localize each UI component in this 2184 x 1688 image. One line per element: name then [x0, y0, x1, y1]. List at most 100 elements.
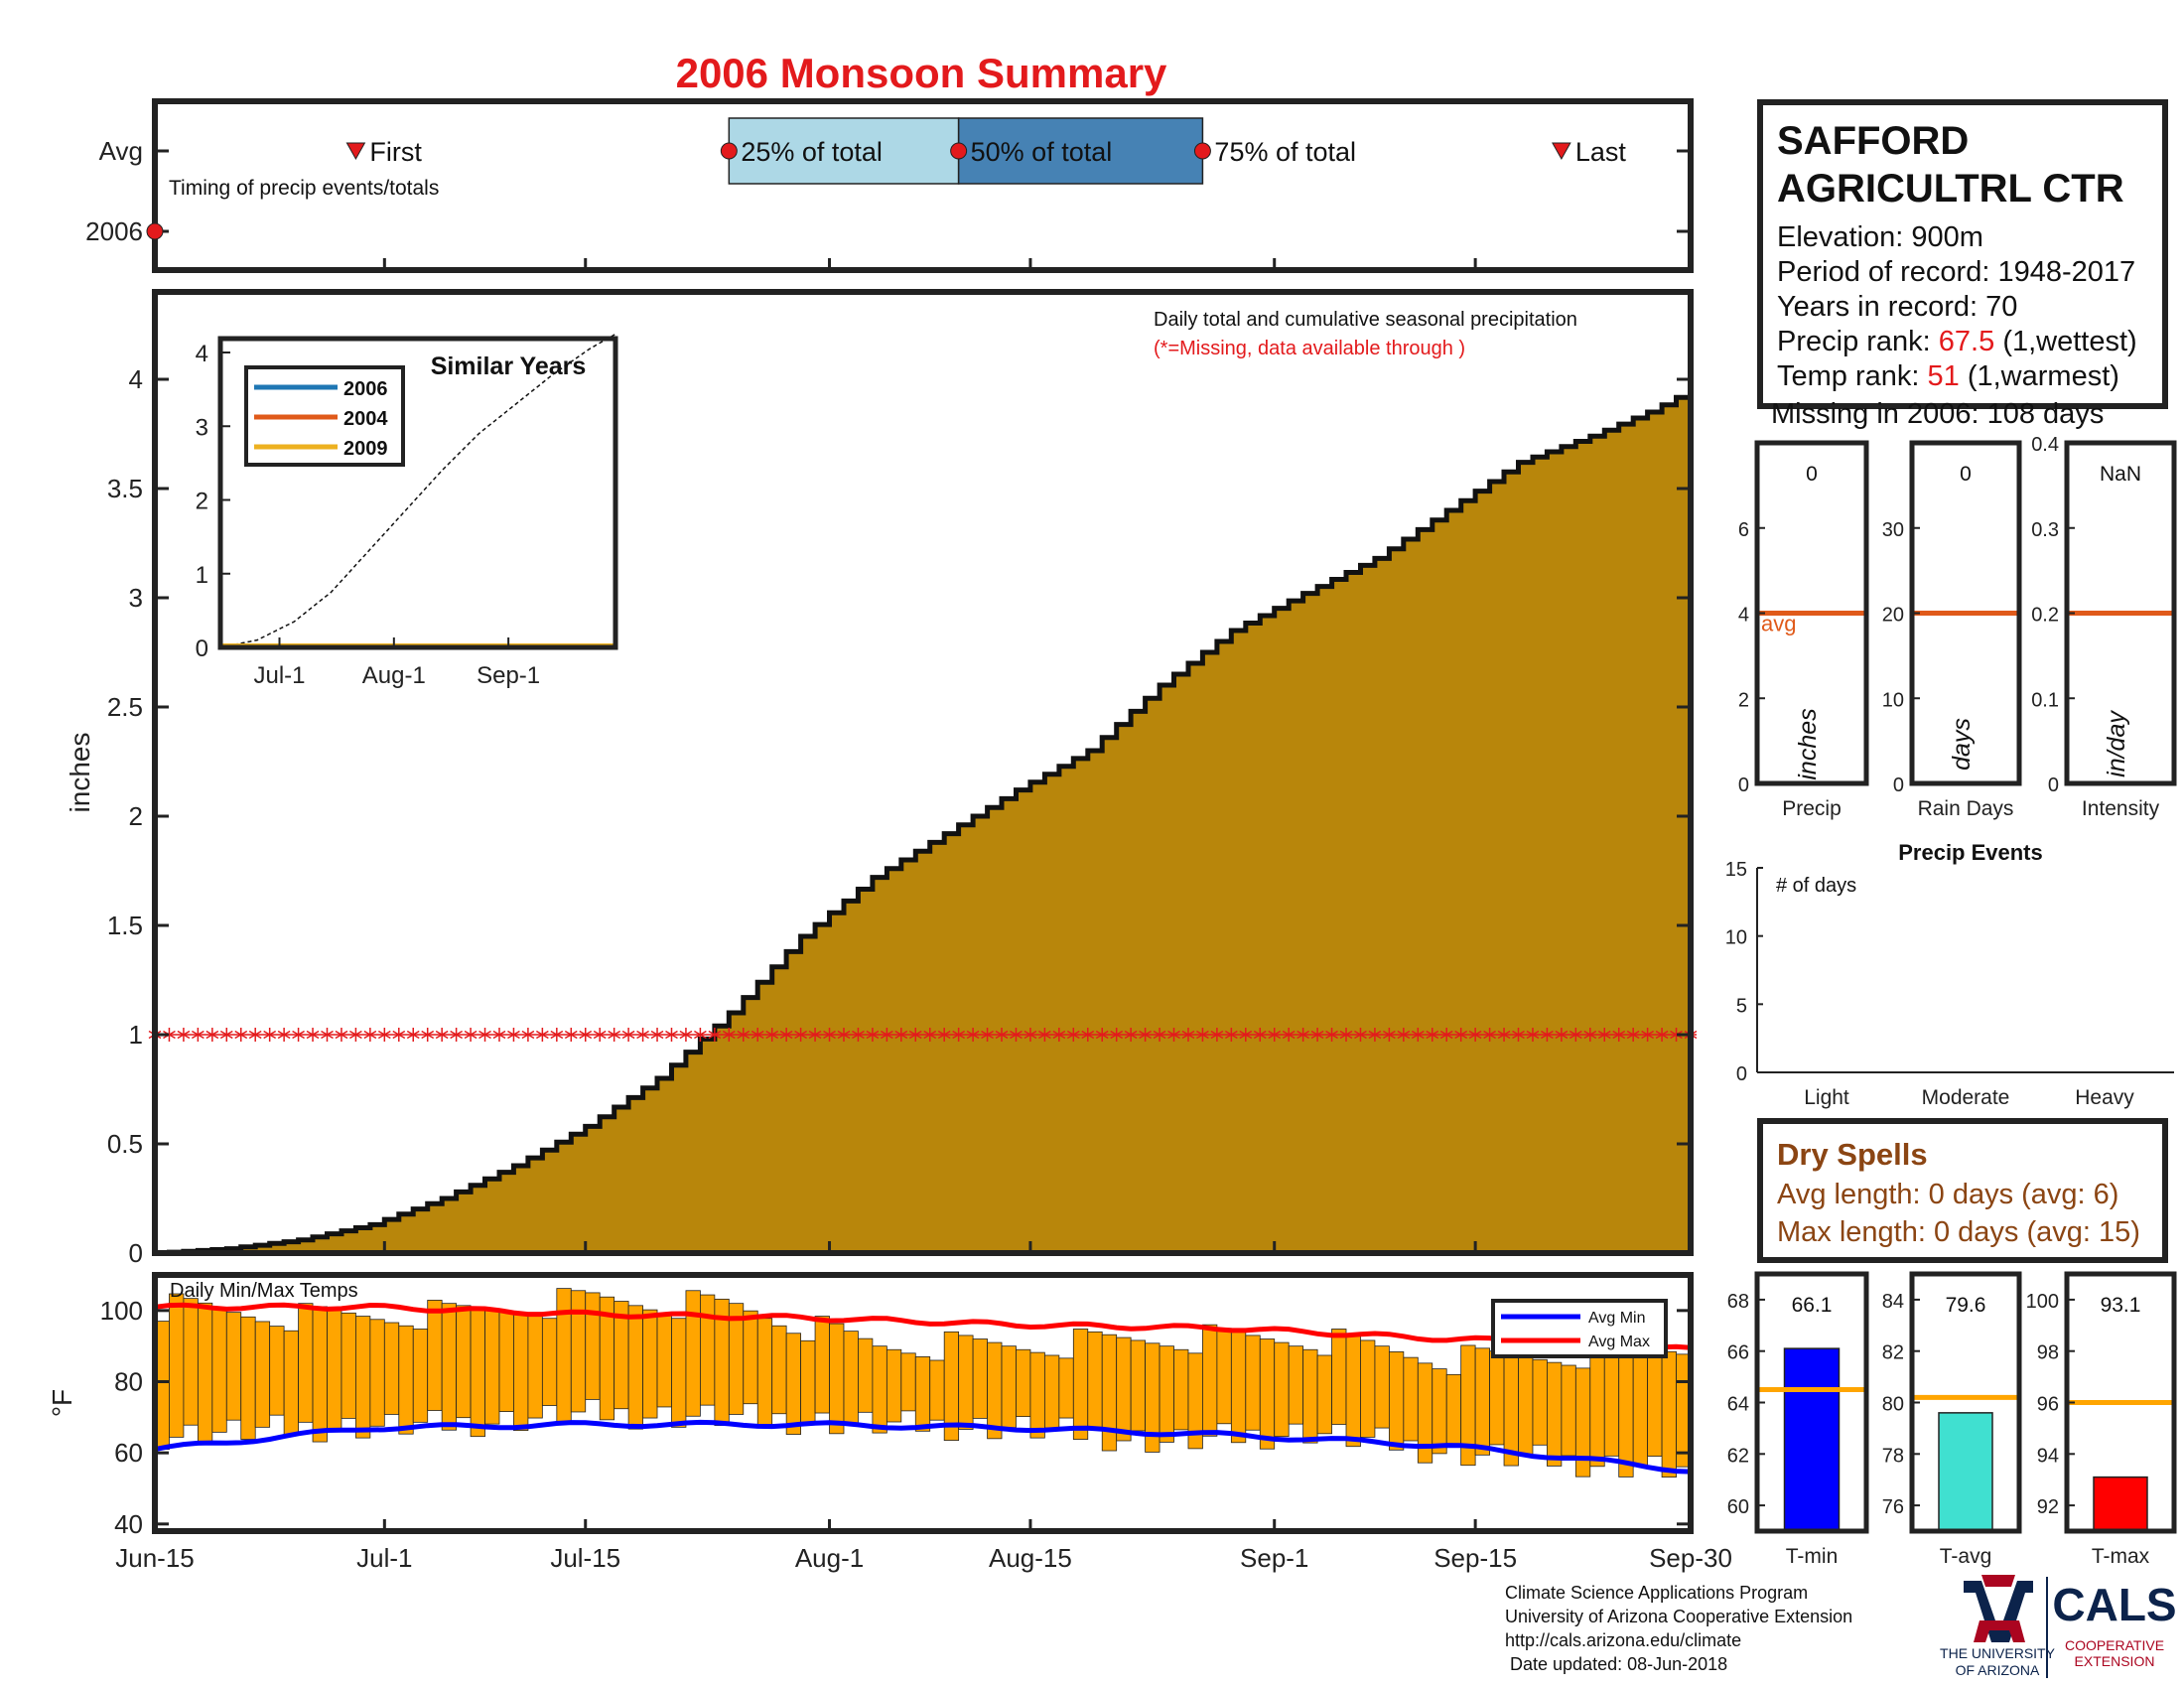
daily-temp-bar [1101, 1334, 1118, 1452]
daily-temp-bar [341, 1312, 356, 1419]
missing-data-marker [579, 1028, 593, 1042]
daily-temp-bar [327, 1309, 342, 1431]
missing-marker-stroke [1641, 1030, 1655, 1040]
missing-marker-stroke [306, 1030, 320, 1040]
missing-data-marker [1239, 1028, 1253, 1042]
tavg_comp-y-tick-label: 80 [1882, 1394, 1904, 1416]
missing-marker-stroke [694, 1030, 707, 1040]
missing-data-marker [1655, 1028, 1669, 1042]
missing-data-marker [823, 1028, 836, 1042]
precip_comp-y-tick-label: 2 [1738, 689, 1749, 711]
q25-marker [720, 142, 738, 160]
missing-marker-stroke [779, 1030, 793, 1040]
missing-marker-stroke [621, 1030, 635, 1040]
missing-marker-stroke [995, 1030, 1009, 1040]
missing-data-marker [191, 1028, 205, 1042]
daily-temp-bar [1403, 1356, 1419, 1442]
daily-temp-bar [1159, 1345, 1174, 1443]
missing-marker-stroke [292, 1030, 305, 1040]
legend-avg-min-label: Avg Min [1588, 1310, 1646, 1327]
daily-temp-bar [498, 1311, 514, 1413]
tmax_comp-y-tick-label: 98 [2037, 1342, 2059, 1364]
x-tick-label: Aug-15 [989, 1543, 1072, 1573]
missing-data-marker [1383, 1028, 1396, 1042]
missing-marker-stroke [1339, 1030, 1353, 1040]
missing-data-marker [219, 1028, 233, 1042]
x-tick-label: Jun-15 [115, 1543, 195, 1573]
missing-data-marker [406, 1028, 420, 1042]
q75-marker [1193, 142, 1211, 160]
missing-marker-stroke [521, 1030, 535, 1040]
main-y-tick-label: 1.5 [107, 911, 143, 940]
q25-label: 25% of total [741, 137, 883, 167]
station-elevation: Elevation: 900m [1777, 221, 1983, 253]
tmax_comp-x-label: T-max [2092, 1545, 2150, 1568]
q50-marker [950, 142, 968, 160]
tmax_comp-y-tick-label: 94 [2037, 1445, 2059, 1467]
daily-temp-bar [470, 1307, 485, 1438]
missing-data-marker [335, 1028, 348, 1042]
ua-logo-line1: THE UNIVERSITY [1940, 1645, 2056, 1661]
missing-marker-stroke [837, 1030, 851, 1040]
missing-data-marker [1167, 1028, 1180, 1042]
cals-logo: CALS COOPERATIVE EXTENSION [2052, 1579, 2176, 1669]
daily-temp-bar [1245, 1335, 1261, 1431]
missing-marker-stroke [1411, 1030, 1425, 1040]
daily-temp-bar [269, 1326, 285, 1416]
temp-rank-note: (1,warmest) [1967, 360, 2119, 392]
daily-temp-bar [484, 1309, 500, 1425]
intensity_comp-panel: 0 0.1 0.2 0.3 0.4 NaN Intensity in/day [2031, 434, 2177, 820]
main-y-tick-label: 4 [129, 364, 143, 394]
daily-temp-bar [1316, 1354, 1332, 1435]
first-event-marker [345, 142, 366, 161]
daily-temp-bar [1058, 1357, 1074, 1419]
missing-marker-stroke [1612, 1030, 1626, 1040]
avg-min-line [154, 1419, 1692, 1475]
daily-temp-bar [1116, 1336, 1132, 1442]
inset-title: Similar Years [431, 352, 587, 380]
last-event-marker [1552, 142, 1571, 161]
missing-data-marker [751, 1028, 764, 1042]
missing-data-marker [492, 1028, 506, 1042]
credits-line2: University of Arizona Cooperative Extens… [1505, 1607, 1853, 1626]
daily-temp-bar [671, 1318, 687, 1428]
daily-temp-bar [1432, 1368, 1447, 1455]
missing-marker-stroke [1555, 1030, 1569, 1040]
x-tick-label: Sep-30 [1649, 1543, 1732, 1573]
tmin_comp-y-tick-label: 64 [1727, 1394, 1749, 1416]
daily-temp-bar [1302, 1348, 1318, 1444]
tmax_comp-y-tick-label: 96 [2037, 1394, 2059, 1416]
daily-temp-bar [1445, 1373, 1462, 1445]
events-y-tick-label: 5 [1736, 995, 1747, 1017]
missing-data-marker [708, 1028, 722, 1042]
missing-marker-stroke [1483, 1030, 1496, 1040]
temps-y-tick-label: 100 [100, 1296, 143, 1326]
missing-marker-stroke [1526, 1030, 1540, 1040]
missing-data-marker [1483, 1028, 1496, 1042]
tmin_comp-y-tick-label: 60 [1727, 1496, 1749, 1518]
missing-data-marker [608, 1028, 621, 1042]
missing-marker-stroke [708, 1030, 722, 1040]
missing-marker-stroke [1325, 1030, 1338, 1040]
missing-marker-stroke [535, 1030, 549, 1040]
daily-temp-bar [1259, 1338, 1276, 1450]
inset-x-tick-label: Sep-1 [477, 662, 540, 689]
daily-temp-bar [383, 1322, 400, 1415]
missing-marker-stroke [981, 1030, 994, 1040]
main-y-tick-label: 3 [129, 583, 143, 613]
daily-temp-bar [541, 1318, 558, 1406]
missing-data-marker [737, 1028, 751, 1042]
tavg_comp-y-tick-label: 78 [1882, 1445, 1904, 1467]
missing-marker-stroke [1569, 1030, 1582, 1040]
temps-legend-box [1491, 1299, 1668, 1358]
missing-data-marker [1038, 1028, 1051, 1042]
temps-y-axis-label: °F [47, 1389, 77, 1417]
missing-data-marker [937, 1028, 951, 1042]
missing-data-marker [1224, 1028, 1238, 1042]
tavg_comp-value-text: 79.6 [1946, 1294, 1986, 1317]
daily-temp-bar [254, 1321, 271, 1428]
missing-data-marker [550, 1028, 564, 1042]
q50-label: 50% of total [971, 137, 1113, 167]
missing-marker-stroke [163, 1030, 176, 1040]
